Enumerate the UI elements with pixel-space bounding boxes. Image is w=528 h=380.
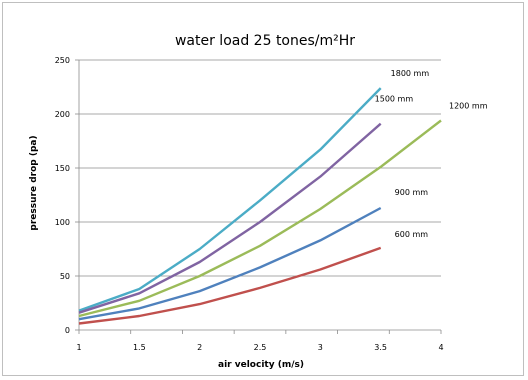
grid: [79, 59, 441, 277]
series-label-4: 600 mm: [395, 230, 429, 239]
series-lines: [78, 87, 442, 325]
x-tick-label: 2: [197, 343, 202, 352]
x-tick-label: 1: [76, 343, 81, 352]
series-line-3: [78, 206, 382, 321]
series-label-3: 900 mm: [395, 188, 429, 197]
series-label-2: 1200 mm: [449, 101, 488, 110]
series-line-0: [78, 87, 382, 312]
series-line-1: [78, 122, 382, 314]
x-tick-label: 3: [318, 343, 323, 352]
series-label-1: 1500 mm: [375, 95, 414, 104]
y-tick-label: 150: [55, 164, 70, 173]
series-line-4: [78, 246, 382, 325]
y-ticks: 0 50 100 150 200 250: [55, 56, 79, 335]
x-ticks: 1 1.5 2 2.5 3 3.5 4: [76, 330, 444, 352]
x-tick-label: 2.5: [254, 343, 267, 352]
chart-title: water load 25 tones/m²Hr: [175, 33, 355, 49]
axes: [78, 60, 441, 331]
series-label-0: 1800 mm: [391, 69, 430, 78]
y-tick-label: 0: [65, 326, 70, 335]
series-line-2: [78, 119, 442, 318]
line-chart: water load 25 tones/m²Hr 0 50 100 150 200 250…: [29, 33, 488, 370]
x-axis-label: air velocity (m/s): [218, 360, 304, 370]
y-axis-label: pressure drop (pa): [29, 135, 39, 230]
chart-frame: water load 25 tones/m²Hr 0 50 100 150 200 250…: [2, 2, 524, 376]
y-tick-label: 50: [60, 272, 70, 281]
x-tick-label: 1.5: [133, 343, 146, 352]
series-labels: 1800 mm 1500 mm 1200 mm 900 mm 600 mm: [375, 69, 488, 239]
y-tick-label: 100: [55, 218, 70, 227]
y-tick-label: 250: [55, 56, 70, 65]
y-tick-label: 200: [55, 110, 70, 119]
x-tick-label: 4: [438, 343, 443, 352]
x-tick-label: 3.5: [374, 343, 387, 352]
